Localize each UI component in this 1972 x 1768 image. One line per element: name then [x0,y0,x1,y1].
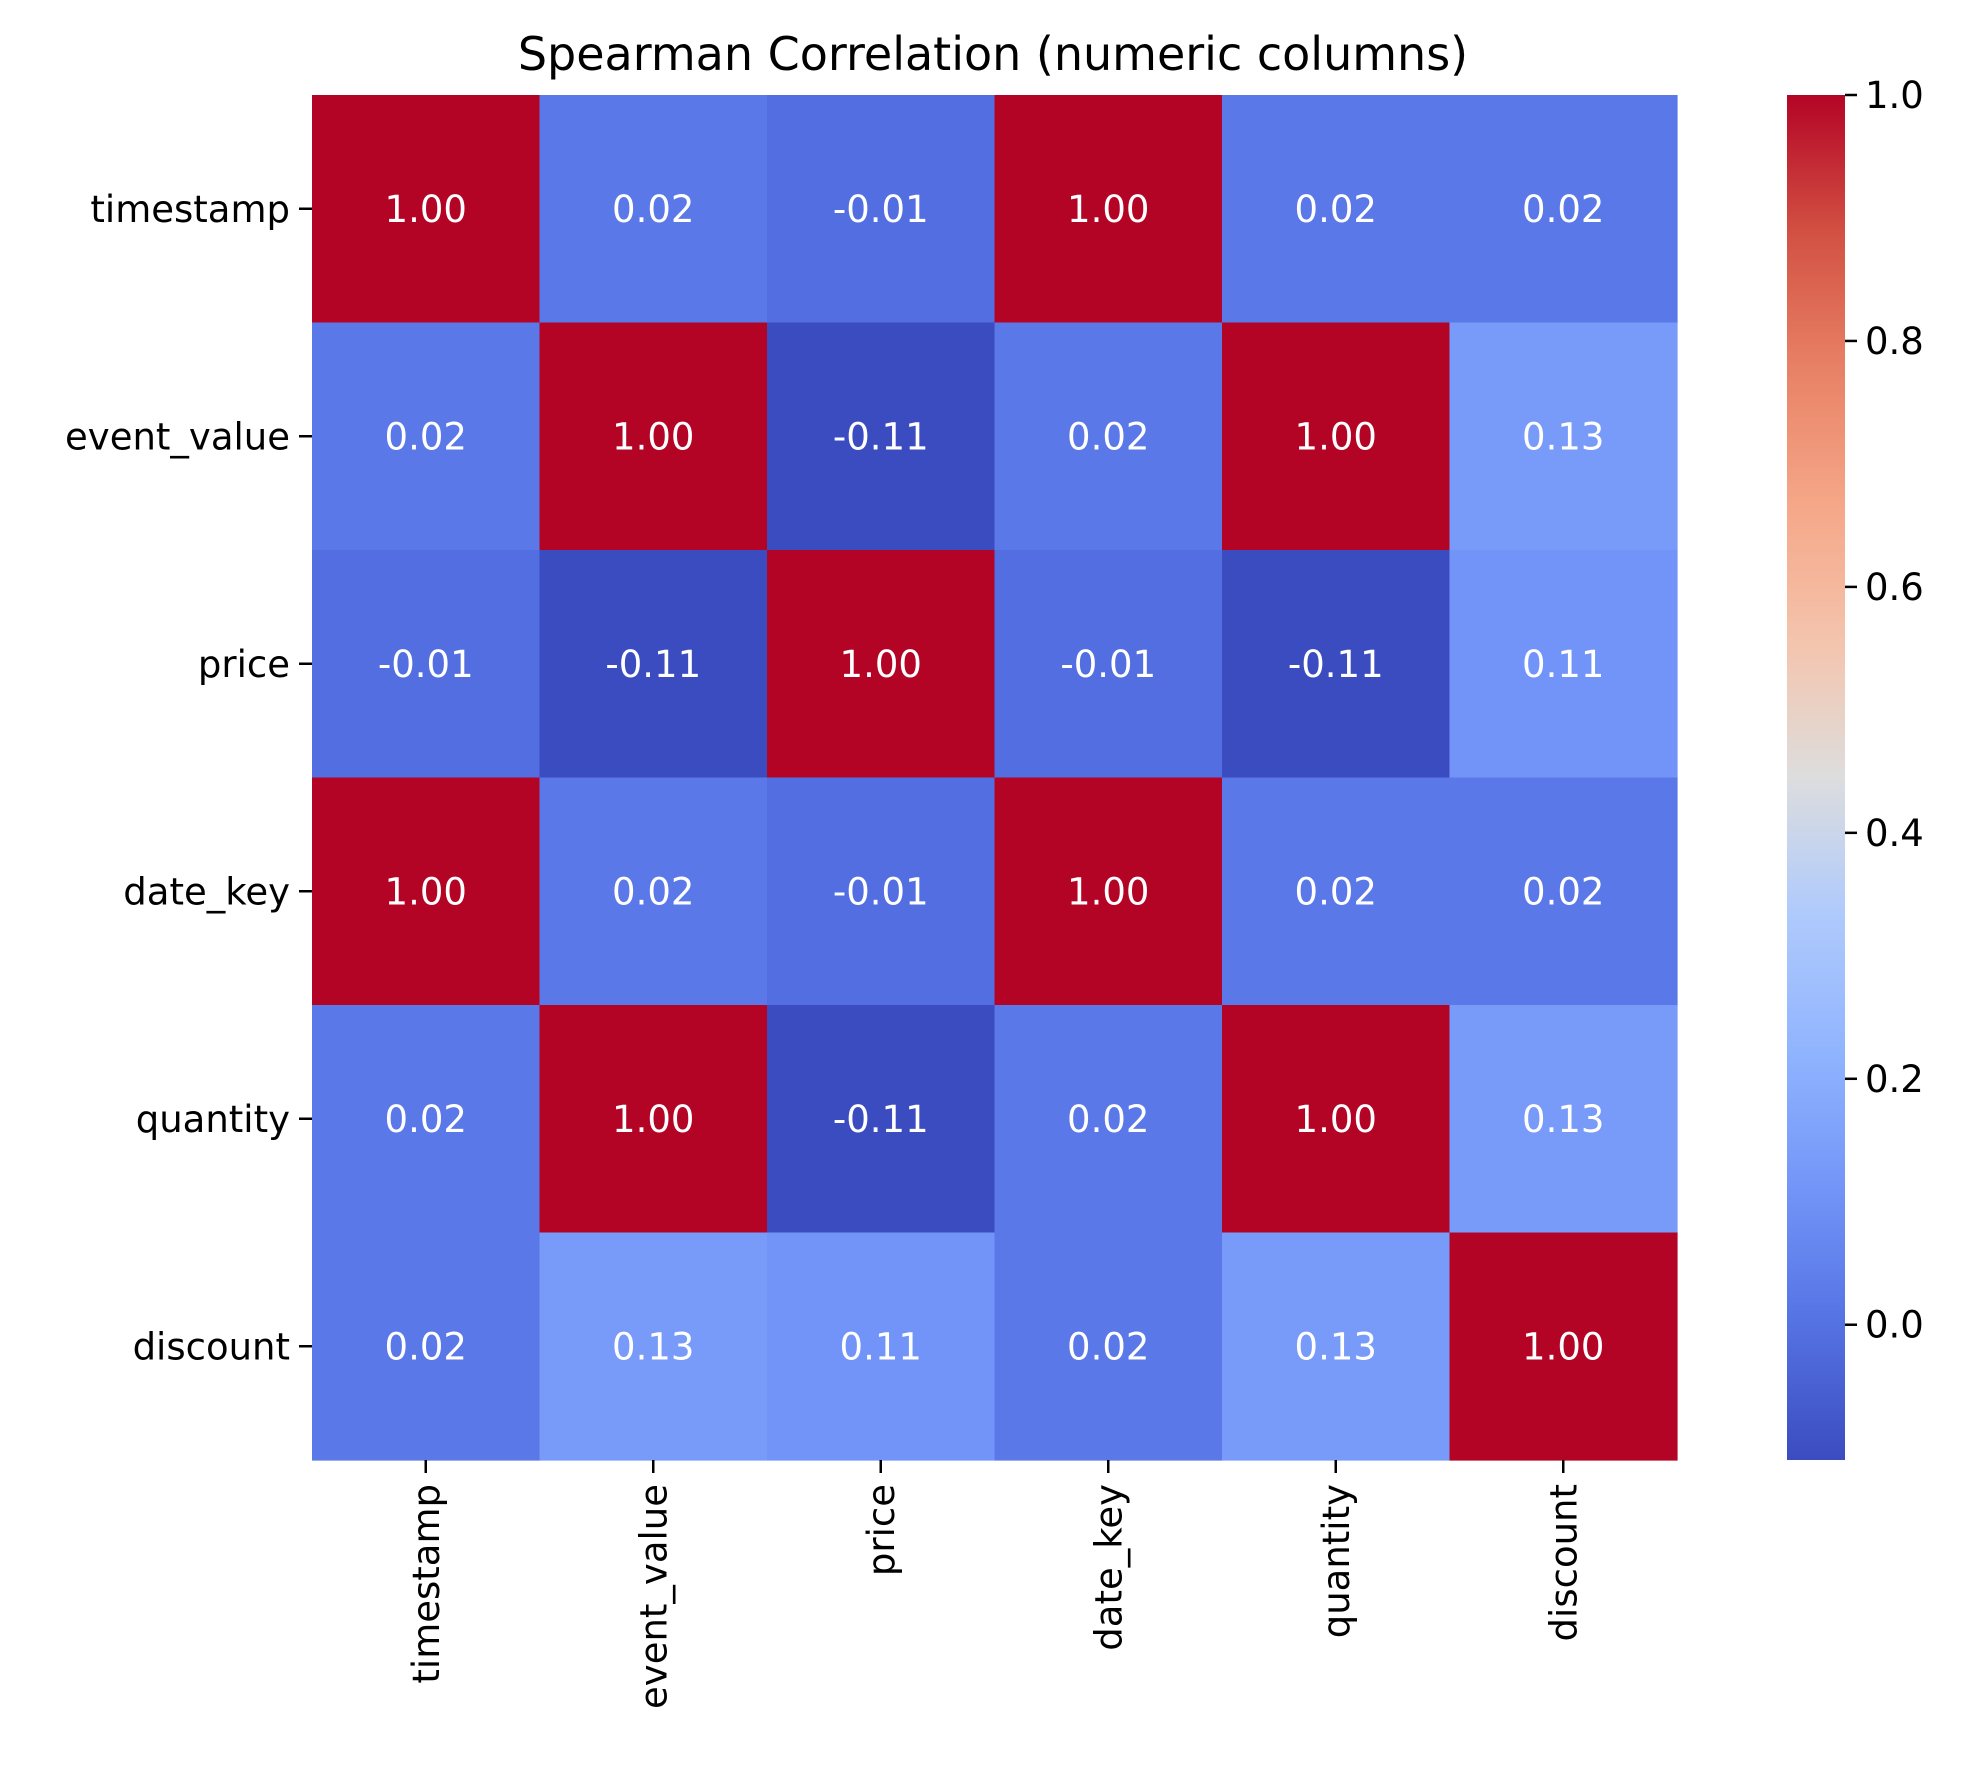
cell-value-label: 1.00 [1295,415,1377,458]
cell-value-label: 0.02 [385,1325,467,1368]
heatmap-cell [767,777,996,1006]
heatmap-cell [312,550,541,779]
heatmap-cell [994,1005,1223,1234]
colorbar-tick-label: 0.4 [1865,812,1924,855]
y-tick-label: date_key [123,870,290,913]
heatmap-cell [539,95,768,324]
heatmap-cell [539,550,768,779]
cell-value-label: 1.00 [385,188,467,231]
heatmap-cell [312,1005,541,1234]
colorbar-tick-label: 1.0 [1865,74,1924,117]
cell-value-label: 0.02 [1295,188,1377,231]
cell-value-label: 1.00 [1067,870,1149,913]
cell-value-label: 0.11 [840,1325,922,1368]
heatmap-cell [539,777,768,1006]
x-tick-label: price [860,1484,903,1576]
colorbar-tick-label: 0.0 [1865,1304,1924,1347]
heatmap-cells [312,95,1678,1461]
heatmap-cell [994,550,1223,779]
colorbar-tick-label: 0.8 [1865,320,1924,363]
x-tick-label: date_key [1087,1484,1130,1651]
heatmap-cell [312,322,541,551]
x-tick-label: timestamp [405,1484,448,1684]
cell-value-label: -0.01 [833,188,929,231]
cell-value-label: -0.11 [833,1098,929,1141]
heatmap-cell [1449,322,1678,551]
heatmap-cell [767,95,996,324]
colorbar-tick-label: 0.2 [1865,1058,1924,1101]
x-tick-label: quantity [1315,1484,1358,1638]
cell-value-label: 0.02 [1522,870,1604,913]
y-tick-label: timestamp [90,188,290,231]
heatmap-cell [1449,777,1678,1006]
cell-value-label: -0.01 [1060,643,1156,686]
cell-value-label: 0.02 [1067,1325,1149,1368]
cell-value-label: 1.00 [1067,188,1149,231]
cell-value-label: 1.00 [840,643,922,686]
cell-value-label: 1.00 [1522,1325,1604,1368]
x-axis: timestamp event_value price date_key quantit… [405,1460,1585,1709]
cell-value-label: 0.02 [1295,870,1377,913]
heatmap-cell [1222,1232,1451,1461]
cell-value-label: -0.11 [833,415,929,458]
y-tick-label: price [198,643,290,686]
cell-value-label: 0.13 [1295,1325,1377,1368]
cell-value-label: 0.02 [612,188,694,231]
heatmap-cell [1222,95,1451,324]
cell-value-label: -0.11 [605,643,701,686]
heatmap-cell [994,95,1223,324]
heatmap-cell [1449,95,1678,324]
cell-value-label: 0.02 [1522,188,1604,231]
cell-value-label: 0.02 [385,1098,467,1141]
heatmap-cell [1222,550,1451,779]
heatmap-cell [994,1232,1223,1461]
heatmap-cell [539,1232,768,1461]
colorbar-tick-label: 0.6 [1865,566,1924,609]
heatmap-cell [312,777,541,1006]
cell-value-label: -0.01 [833,870,929,913]
y-tick-label: discount [133,1325,290,1368]
chart-title: Spearman Correlation (numeric columns) [518,27,1468,81]
cell-value-label: 0.13 [1522,415,1604,458]
cell-value-label: 1.00 [612,1098,694,1141]
heatmap-cell [1222,1005,1451,1234]
cell-value-label: -0.11 [1288,643,1384,686]
heatmap-cell [767,550,996,779]
cell-value-label: 0.11 [1522,643,1604,686]
heatmap-cell [767,1005,996,1234]
cell-value-label: 1.00 [612,415,694,458]
heatmap-cell [539,322,768,551]
y-tick-label: quantity [136,1098,290,1141]
heatmap-cell [1449,550,1678,779]
heatmap-cell [1222,777,1451,1006]
cell-value-label: -0.01 [378,643,474,686]
cell-value-label: 0.02 [385,415,467,458]
cell-value-label: 0.02 [1067,415,1149,458]
heatmap-cell [994,322,1223,551]
heatmap-cell-labels: 1.00 0.02 -0.01 1.00 0.02 0.02 0.02 1.00 -0.11 0.… [378,188,1605,1369]
x-tick-label: discount [1542,1484,1585,1641]
heatmap-cell [312,1232,541,1461]
heatmap-cell [767,1232,996,1461]
x-tick-label: event_value [632,1484,675,1709]
heatmap-cell [994,777,1223,1006]
cell-value-label: 1.00 [1295,1098,1377,1141]
cell-value-label: 0.13 [612,1325,694,1368]
cell-value-label: 0.02 [1067,1098,1149,1141]
heatmap-cell [1222,322,1451,551]
heatmap-cell [1449,1005,1678,1234]
heatmap-cell [767,322,996,551]
colorbar-gradient [1787,95,1845,1460]
cell-value-label: 0.13 [1522,1098,1604,1141]
heatmap-cell [312,95,541,324]
heatmap-cell [1449,1232,1678,1461]
cell-value-label: 0.02 [612,870,694,913]
cell-value-label: 1.00 [385,870,467,913]
y-tick-label: event_value [65,415,290,458]
heatmap-cell [539,1005,768,1234]
colorbar: 0.0 0.2 0.4 0.6 0.8 1.0 [1787,74,1924,1460]
